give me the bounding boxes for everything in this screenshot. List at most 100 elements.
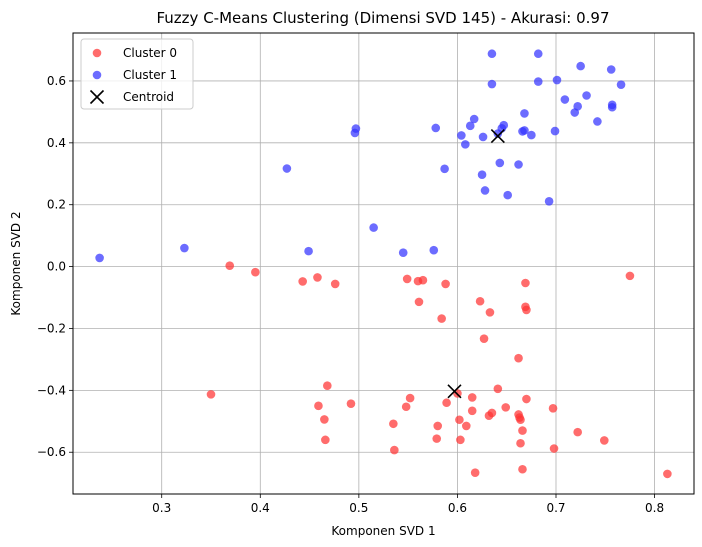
centroid-stroke xyxy=(490,128,505,144)
cluster-1-point xyxy=(527,130,536,140)
cluster-1-point xyxy=(95,253,104,263)
cluster-0-point xyxy=(522,305,531,315)
centroid-marker xyxy=(447,384,462,399)
legend-label-cluster-0: Cluster 0 xyxy=(123,46,177,60)
cluster-0-point xyxy=(346,399,356,408)
cluster-0-point xyxy=(625,271,635,281)
y-tick-label: 0.4 xyxy=(47,136,66,150)
plot-area-frame xyxy=(72,32,695,495)
cluster-0-point xyxy=(516,415,525,425)
y-tick-label: 0.0 xyxy=(47,260,66,274)
cluster-1-point xyxy=(461,140,470,149)
cluster-0-point xyxy=(462,421,471,431)
cluster-1-point xyxy=(457,131,466,140)
cluster-1-point xyxy=(533,77,543,86)
cluster-0-point xyxy=(573,427,582,437)
cluster-0-point xyxy=(313,273,322,282)
cluster-1-point xyxy=(560,95,570,104)
cluster-0-point xyxy=(455,415,464,425)
cluster-0-point xyxy=(522,394,531,404)
cluster-0-point xyxy=(320,415,329,424)
cluster-1-point xyxy=(499,120,509,130)
cluster-0-point xyxy=(418,275,428,285)
cluster-1-point xyxy=(487,79,497,89)
legend-box xyxy=(80,38,194,110)
cluster-1-point xyxy=(440,164,449,174)
axis-ticks: 0.3 0.4 0.5 0.6 0.7 0.8 −0.6 −0.4 −0.2 0.0 0.2 0.4 0… xyxy=(37,74,664,515)
cluster-0-point xyxy=(441,279,450,289)
cluster-0-point xyxy=(501,403,511,412)
legend-marker-cluster-0 xyxy=(92,48,102,58)
cluster-1-point xyxy=(487,49,497,59)
cluster-1-point xyxy=(573,102,582,111)
cluster-1-point xyxy=(478,132,488,142)
legend-x-stroke xyxy=(89,89,105,105)
cluster-0-point xyxy=(479,334,489,343)
cluster-0-point xyxy=(314,401,323,411)
cluster-0-point xyxy=(402,274,412,284)
cluster-0-point xyxy=(298,277,307,286)
cluster-0-point xyxy=(442,398,451,408)
cluster-1-point xyxy=(582,91,591,100)
cluster-0-point xyxy=(414,297,424,307)
cluster-0-point xyxy=(225,261,235,270)
cluster-0-point xyxy=(433,421,443,431)
cluster-1-point xyxy=(520,109,529,118)
cluster-0-point xyxy=(484,411,494,421)
cluster-0-point xyxy=(663,469,672,479)
cluster-0-point xyxy=(389,419,398,429)
chart-title: Fuzzy C-Means Clustering (Dimensi SVD 14… xyxy=(156,9,609,27)
cluster-0-point xyxy=(432,434,442,443)
cluster-1-point xyxy=(550,126,560,136)
cluster-0-point xyxy=(401,402,411,412)
cluster-1-point xyxy=(593,117,602,126)
cluster-1-point xyxy=(369,223,378,232)
x-tick-label: 0.4 xyxy=(251,501,270,515)
cluster-0-point xyxy=(323,381,332,391)
legend: Cluster 0 Cluster 1 Centroid xyxy=(80,38,194,110)
cluster-1-point xyxy=(544,197,554,206)
cluster-0-point xyxy=(485,308,495,317)
cluster-0-point xyxy=(518,426,527,435)
cluster-1-point xyxy=(180,243,189,253)
cluster-1-point xyxy=(304,246,313,256)
legend-marker-cluster-1 xyxy=(92,70,102,80)
cluster-0-point xyxy=(549,444,559,453)
cluster-0-point xyxy=(467,406,477,416)
cluster-0-point xyxy=(514,353,523,363)
cluster-0-point xyxy=(330,279,340,289)
cluster-1-point xyxy=(480,186,490,195)
cluster-0-point xyxy=(251,267,260,277)
cluster-1-point xyxy=(431,123,441,133)
x-tick-label: 0.5 xyxy=(349,501,368,515)
cluster-1-point xyxy=(282,164,292,173)
cluster-1-point xyxy=(520,126,529,135)
grid xyxy=(73,33,694,494)
cluster-1-point xyxy=(607,102,617,112)
cluster-0-point xyxy=(456,435,465,445)
cluster-1-point xyxy=(465,121,475,131)
cluster-0-point xyxy=(405,393,415,403)
cluster-1-point xyxy=(616,80,626,89)
cluster-0-point xyxy=(390,445,399,455)
cluster-1-point xyxy=(469,114,479,124)
cluster-0-point xyxy=(467,393,477,402)
y-tick-label: −0.6 xyxy=(37,445,66,459)
cluster-0-point xyxy=(493,384,503,394)
y-tick-label: 0.6 xyxy=(47,74,66,88)
y-axis-label: Komponen SVD 2 xyxy=(9,211,23,315)
x-tick-label: 0.7 xyxy=(546,501,565,515)
cluster-1-point xyxy=(398,248,408,257)
cluster-1-point xyxy=(514,160,523,169)
legend-marker-centroid xyxy=(89,89,105,105)
cluster-0-point xyxy=(516,438,525,448)
y-tick-label: −0.4 xyxy=(37,383,66,397)
y-tick-label: 0.2 xyxy=(47,198,66,212)
cluster-0-point xyxy=(437,314,446,323)
cluster-1-point xyxy=(533,49,543,59)
y-tick-label: −0.2 xyxy=(37,321,66,335)
cluster-1-point xyxy=(576,61,585,71)
cluster-1-point xyxy=(606,65,616,74)
legend-label-centroid: Centroid xyxy=(123,90,174,104)
